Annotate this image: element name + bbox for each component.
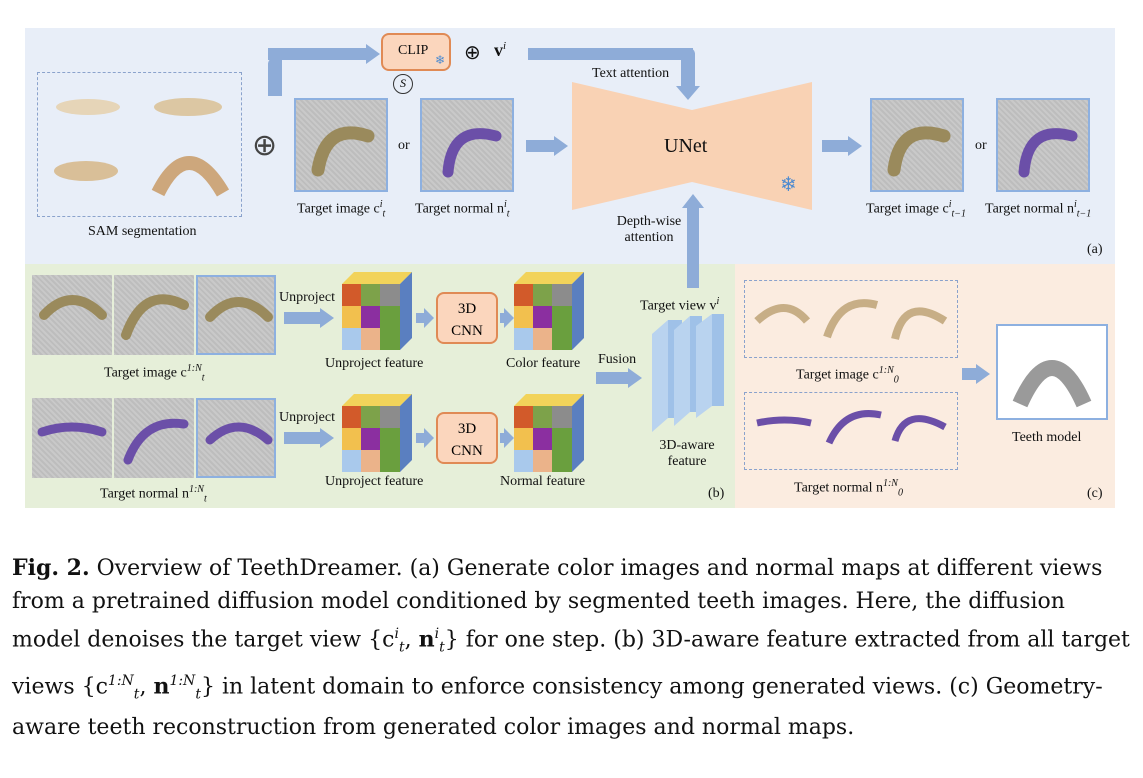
oplus-symbol: ⊕ (464, 42, 481, 64)
target-normal-nt1 (996, 98, 1090, 192)
unproject-arrow-2 (284, 432, 322, 444)
sampling-symbol: S (393, 74, 413, 94)
sam-segmentation-box (37, 72, 242, 217)
arrow-to-teeth-model (962, 368, 978, 380)
generated-normals-box (744, 392, 958, 470)
input-image-1 (32, 275, 112, 355)
depthwise-attention-label: Depth-wise attention (616, 214, 682, 245)
target-normal-n1N-label: Target normal n1:Nt (100, 484, 207, 505)
unproject-label-1: Unproject (279, 290, 335, 305)
arrow-to-clip-head (366, 44, 380, 64)
unproject-feature-cube-1 (342, 272, 412, 350)
concat-symbol: ⊕ (252, 129, 278, 162)
target-normal-nt1-label: Target normal nit−1 (985, 199, 1092, 220)
arrow-depthwise-vertical (687, 208, 699, 288)
teeth-segments-image (54, 98, 230, 197)
fusion-label: Fusion (598, 352, 637, 367)
figure-number: Fig. 2. (12, 555, 90, 581)
target-image-ct-label: Target image cit (297, 199, 386, 220)
target-normal-n0-label: Target normal n1:N0 (794, 478, 903, 499)
snowflake-icon: ❄ (435, 53, 446, 67)
arrow-depthwise-head (682, 194, 704, 208)
arrow-to-clip-vertical (268, 58, 282, 96)
input-normal-3 (196, 398, 276, 478)
arrow-cube-to-cnn-1 (416, 313, 426, 323)
arrow-cube-to-cnn-2-head (424, 428, 434, 448)
generated-images-box (744, 280, 958, 358)
teeth-model-image (996, 324, 1108, 420)
target-image-c0-label: Target image c1:N0 (796, 365, 899, 386)
input-normal-2 (114, 398, 194, 478)
target-image-ct1 (870, 98, 964, 192)
arrow-vi-horizontal (528, 48, 693, 60)
target-image-ct1-label: Target image cit−1 (866, 199, 967, 220)
panel-b-label: (b) (708, 486, 725, 501)
arrow-cube-to-cnn-1-head (424, 308, 434, 328)
or-label-2: or (975, 138, 987, 153)
normal-feature-cube (514, 394, 584, 472)
target-image-c1N-label: Target image c1:Nt (104, 363, 205, 384)
panel-a-label: (a) (1087, 242, 1103, 257)
caption-text-2: } for one step. (b) 3D-aware feature ext… (12, 627, 1130, 700)
arrow-vi-vertical (681, 48, 695, 88)
clip-label: CLIP (398, 43, 429, 58)
unproject-arrow-1 (284, 312, 322, 324)
arrow-vi-head (676, 86, 700, 100)
figure-caption: Fig. 2. Overview of TeethDreamer. (a) Ge… (12, 555, 1130, 741)
color-feature-cube (514, 272, 584, 350)
unet-block (572, 82, 812, 210)
input-normal-1 (32, 398, 112, 478)
cnn-box-1: 3D CNN (436, 292, 498, 344)
target-view-vi-label: Target view vi (640, 296, 720, 314)
arrow-cnn-to-cube-2-head (504, 428, 514, 448)
arrow-from-unet (822, 140, 850, 152)
normal-feature-label: Normal feature (500, 474, 586, 489)
arrow-cnn-to-cube-2 (500, 433, 506, 443)
unet-label: UNet (664, 135, 708, 157)
aware-feature-label: 3D-aware feature (659, 438, 715, 469)
arrow-cnn-to-cube-1-head (504, 308, 514, 328)
teeth-model-label: Teeth model (1012, 430, 1082, 445)
unproject-label-2: Unproject (279, 410, 335, 425)
caption-text-1: Overview of TeethDreamer. (a) Generate c… (12, 556, 1103, 653)
unproject-feature-label-1: Unproject feature (325, 356, 424, 371)
target-image-ct (294, 98, 388, 192)
fusion-arrow-head (628, 368, 642, 388)
panel-c-label: (c) (1087, 486, 1103, 501)
arrow-to-unet (526, 140, 556, 152)
arrow-cnn-to-cube-1 (500, 313, 506, 323)
vi-label: vi (494, 40, 507, 60)
text-attention-label: Text attention (592, 66, 670, 81)
or-label-1: or (398, 138, 410, 153)
arrow-from-unet-head (848, 136, 862, 156)
arrow-to-teeth-model-head (976, 364, 990, 384)
input-image-2 (114, 275, 194, 355)
arrow-to-unet-head (554, 136, 568, 156)
snowflake-icon: ❄ (780, 174, 797, 196)
aware-feature-slabs (652, 314, 724, 432)
input-image-3 (196, 275, 276, 355)
target-normal-nt-label: Target normal nit (415, 199, 510, 220)
arrow-to-clip-horizontal (268, 48, 368, 60)
fusion-arrow (596, 372, 630, 384)
unproject-arrow-1-head (320, 308, 334, 328)
color-feature-label: Color feature (506, 356, 581, 371)
caption-text-3: } in latent domain to enforce consistenc… (12, 674, 1103, 741)
target-normal-nt (420, 98, 514, 192)
cnn-box-2: 3D CNN (436, 412, 498, 464)
clip-box: CLIP ❄ (381, 33, 451, 71)
sam-segmentation-label: SAM segmentation (88, 224, 197, 239)
arrow-cube-to-cnn-2 (416, 433, 426, 443)
unproject-feature-cube-2 (342, 394, 412, 472)
unproject-feature-label-2: Unproject feature (325, 474, 424, 489)
unproject-arrow-2-head (320, 428, 334, 448)
